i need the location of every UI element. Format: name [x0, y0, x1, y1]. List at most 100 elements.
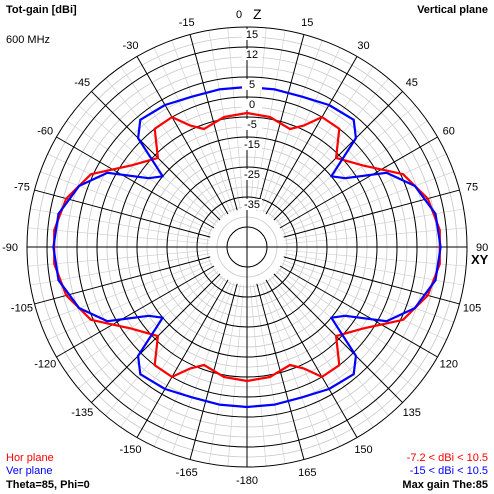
- angle-tick-label: 90: [476, 242, 488, 254]
- minor-grid-spoke: [40, 171, 212, 235]
- minor-grid-spoke: [227, 284, 245, 467]
- radial-tick-label: -5: [247, 119, 257, 131]
- polar-grid: [26, 26, 468, 468]
- angle-tick-label: -75: [14, 182, 30, 194]
- radial-tick-label-bg: [242, 119, 262, 130]
- minor-grid-spoke: [78, 105, 219, 223]
- minor-grid-spoke: [284, 227, 467, 245]
- radial-tick-label: -35: [244, 199, 260, 211]
- minor-grid-spoke: [284, 249, 467, 267]
- series-line-hor-plane: [53, 111, 441, 383]
- angle-tick-label: 30: [357, 40, 369, 52]
- minor-grid-spoke: [268, 277, 374, 428]
- minor-grid-spoke: [78, 271, 219, 389]
- minor-grid-spoke: [208, 30, 241, 210]
- legend-ver-label: Ver plane: [6, 465, 53, 477]
- minor-grid-spoke: [262, 47, 341, 213]
- z-axis-label: Z: [253, 6, 262, 22]
- minor-grid-spoke: [271, 275, 389, 416]
- major-grid-spoke: [273, 273, 403, 403]
- angle-tick-label: 60: [443, 126, 455, 138]
- legend-hor-range: -7.2 < dBi < 10.5: [406, 452, 488, 464]
- major-grid-spoke: [279, 265, 438, 358]
- minor-grid-spoke: [275, 105, 416, 223]
- minor-grid-spoke: [27, 227, 210, 245]
- minor-grid-spoke: [40, 259, 212, 323]
- radial-tick-label-bg: [242, 199, 262, 210]
- angle-tick-label: 135: [403, 407, 421, 419]
- major-grid-spoke: [56, 265, 215, 358]
- minor-grid-spoke: [249, 284, 267, 467]
- angle-tick-label: 120: [440, 359, 458, 371]
- major-grid-spoke: [91, 91, 221, 221]
- radial-tick-label-bg: [242, 29, 262, 40]
- major-grid-spoke: [136, 279, 229, 438]
- radial-tick-label-bg: [242, 169, 262, 180]
- major-grid-spoke: [265, 279, 358, 438]
- major-grid-spoke: [273, 91, 403, 221]
- minor-grid-spoke: [259, 40, 323, 212]
- radial-tick-label-bg: [242, 79, 262, 90]
- minor-grid-spoke: [271, 78, 389, 219]
- series-layer: [52, 85, 442, 409]
- footer-theta-phi: Theta=85, Phi=0: [6, 479, 90, 491]
- chart-title: Tot-gain [dBi]: [6, 4, 77, 16]
- angle-tick-label: -180: [236, 475, 258, 487]
- angle-tick-label: -60: [37, 126, 53, 138]
- angle-tick-label: -120: [34, 359, 56, 371]
- angle-tick-label: 15: [301, 17, 313, 29]
- minor-grid-spoke: [47, 153, 213, 232]
- angle-tick-label: -30: [123, 40, 139, 52]
- minor-grid-spoke: [153, 281, 232, 447]
- footer-max-gain: Max gain The:85: [402, 479, 488, 491]
- angle-tick-label: 75: [466, 182, 478, 194]
- minor-grid-spoke: [171, 40, 235, 212]
- angle-tick-label: -105: [11, 302, 33, 314]
- major-grid-spoke: [283, 189, 460, 238]
- minor-grid-spoke: [268, 66, 374, 217]
- minor-grid-spoke: [105, 275, 223, 416]
- legend-hor-label: Hor plane: [6, 452, 54, 464]
- major-grid-spoke: [279, 136, 438, 229]
- minor-grid-spoke: [277, 120, 428, 226]
- radial-tick-label: 12: [246, 49, 258, 61]
- plane-label: Vertical plane: [417, 4, 488, 16]
- radial-tick-label: -15: [244, 139, 260, 151]
- minor-grid-spoke: [66, 268, 217, 374]
- radial-tick-label: -25: [244, 169, 260, 181]
- tick-label-layer: 0153045607590105120135150165-180-165-150…: [2, 9, 488, 487]
- minor-grid-spoke: [275, 271, 416, 389]
- angle-tick-label: -150: [119, 444, 141, 456]
- legend-ver-range: -15 < dBi < 10.5: [409, 465, 488, 477]
- angle-tick-label: 105: [463, 302, 481, 314]
- angle-tick-label: 45: [406, 77, 418, 89]
- minor-grid-spoke: [281, 153, 447, 232]
- minor-grid-spoke: [227, 27, 245, 210]
- radial-tick-label: 15: [246, 29, 258, 41]
- frequency-label: 600 MHz: [6, 34, 51, 46]
- radial-tick-label: 5: [249, 79, 255, 91]
- major-grid-spoke: [91, 273, 221, 403]
- series-line-ver-plane: [52, 85, 442, 409]
- radial-tick-label-bg: [242, 139, 262, 150]
- angle-tick-label: -90: [2, 242, 18, 254]
- minor-grid-spoke: [282, 171, 454, 235]
- minor-grid-spoke: [208, 284, 241, 464]
- major-grid-spoke: [56, 136, 215, 229]
- xy-axis-label: XY: [471, 252, 489, 267]
- angle-tick-label: 165: [298, 467, 316, 479]
- major-grid-spoke: [265, 56, 358, 215]
- angle-tick-label: -45: [74, 77, 90, 89]
- minor-grid-spoke: [281, 262, 447, 341]
- minor-grid-spoke: [153, 47, 232, 213]
- major-grid-spoke: [283, 256, 460, 305]
- minor-grid-spoke: [27, 249, 210, 267]
- minor-grid-spoke: [47, 262, 213, 341]
- major-grid-spoke: [136, 56, 229, 215]
- minor-grid-spoke: [105, 78, 223, 219]
- angle-tick-label: -15: [179, 17, 195, 29]
- minor-grid-spoke: [171, 282, 235, 454]
- radial-tick-label-bg: [242, 49, 262, 60]
- radial-tick-label: 0: [249, 99, 255, 111]
